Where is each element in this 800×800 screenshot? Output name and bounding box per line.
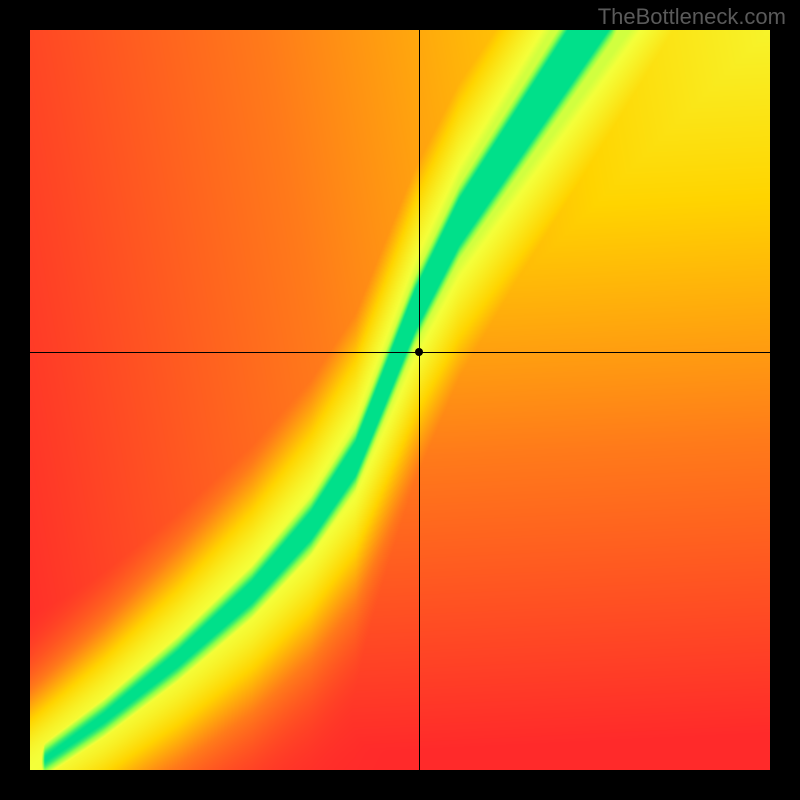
crosshair-vertical bbox=[419, 30, 420, 770]
crosshair-horizontal bbox=[30, 352, 770, 353]
chart-container: TheBottleneck.com bbox=[0, 0, 800, 800]
watermark-text: TheBottleneck.com bbox=[598, 4, 786, 30]
crosshair-marker bbox=[415, 348, 423, 356]
heatmap-canvas bbox=[30, 30, 770, 770]
heatmap-plot bbox=[30, 30, 770, 770]
